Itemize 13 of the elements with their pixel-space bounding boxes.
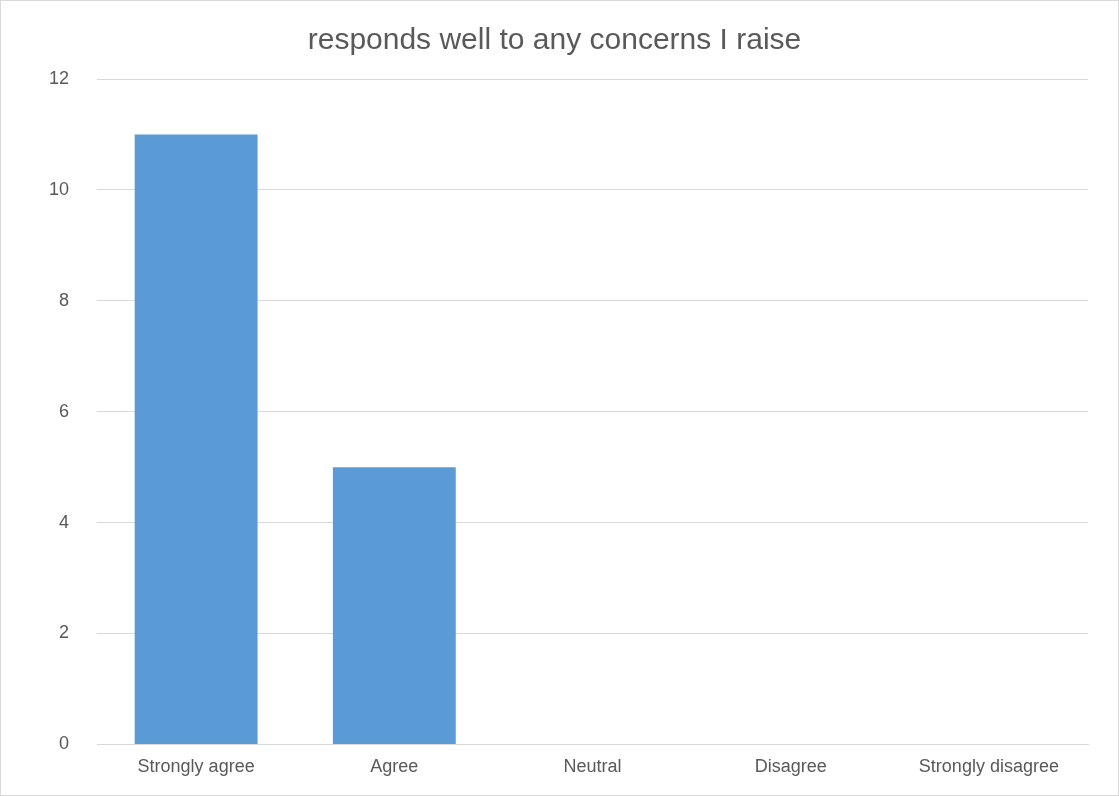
y-tick-label: 10 <box>48 178 70 199</box>
x-tick-label: Neutral <box>563 756 622 777</box>
x-tick-label: Disagree <box>754 756 827 777</box>
chart-title: responds well to any concerns I raise <box>307 22 802 56</box>
x-tick-label: Strongly agree <box>137 756 255 777</box>
y-tick-label: 4 <box>59 511 70 532</box>
y-tick-label: 12 <box>48 67 70 88</box>
x-tick-label: Strongly disagree <box>918 756 1059 777</box>
y-tick-label: 0 <box>59 733 70 754</box>
y-tick-label: 6 <box>59 400 70 421</box>
y-tick-label: 2 <box>59 622 70 643</box>
y-tick-label: 8 <box>59 289 70 310</box>
x-tick-label: Agree <box>370 756 419 777</box>
